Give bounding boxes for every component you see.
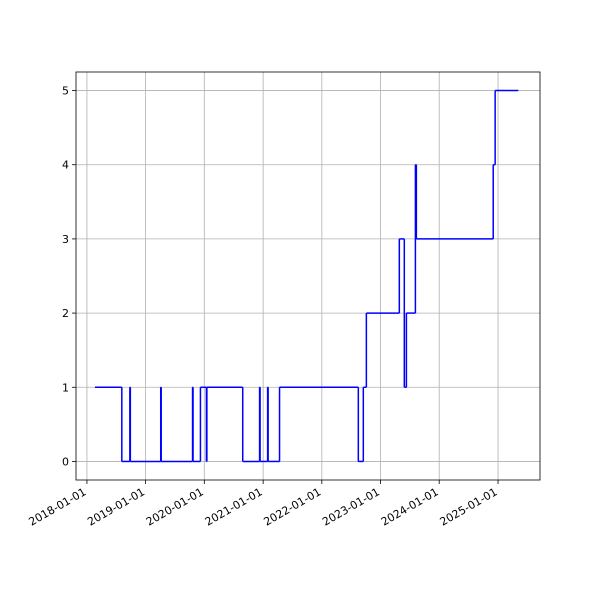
y-tick-label: 0: [62, 455, 69, 468]
x-tick-label: 2022-01-01: [261, 485, 323, 528]
x-tick-label: 2023-01-01: [320, 485, 382, 528]
y-tick-label: 2: [62, 307, 69, 320]
x-tick-label: 2021-01-01: [203, 485, 265, 528]
x-tick-label: 2025-01-01: [438, 485, 500, 528]
y-tick-label: 1: [62, 381, 69, 394]
y-tick-label: 3: [62, 233, 69, 246]
x-tick-label: 2018-01-01: [27, 485, 89, 528]
x-tick-label: 2020-01-01: [144, 485, 206, 528]
x-tick-label: 2024-01-01: [379, 485, 441, 528]
x-tick-label: 2019-01-01: [85, 485, 147, 528]
y-tick-label: 4: [62, 159, 69, 172]
y-tick-label: 5: [62, 85, 69, 98]
plot-frame: [75, 71, 541, 481]
